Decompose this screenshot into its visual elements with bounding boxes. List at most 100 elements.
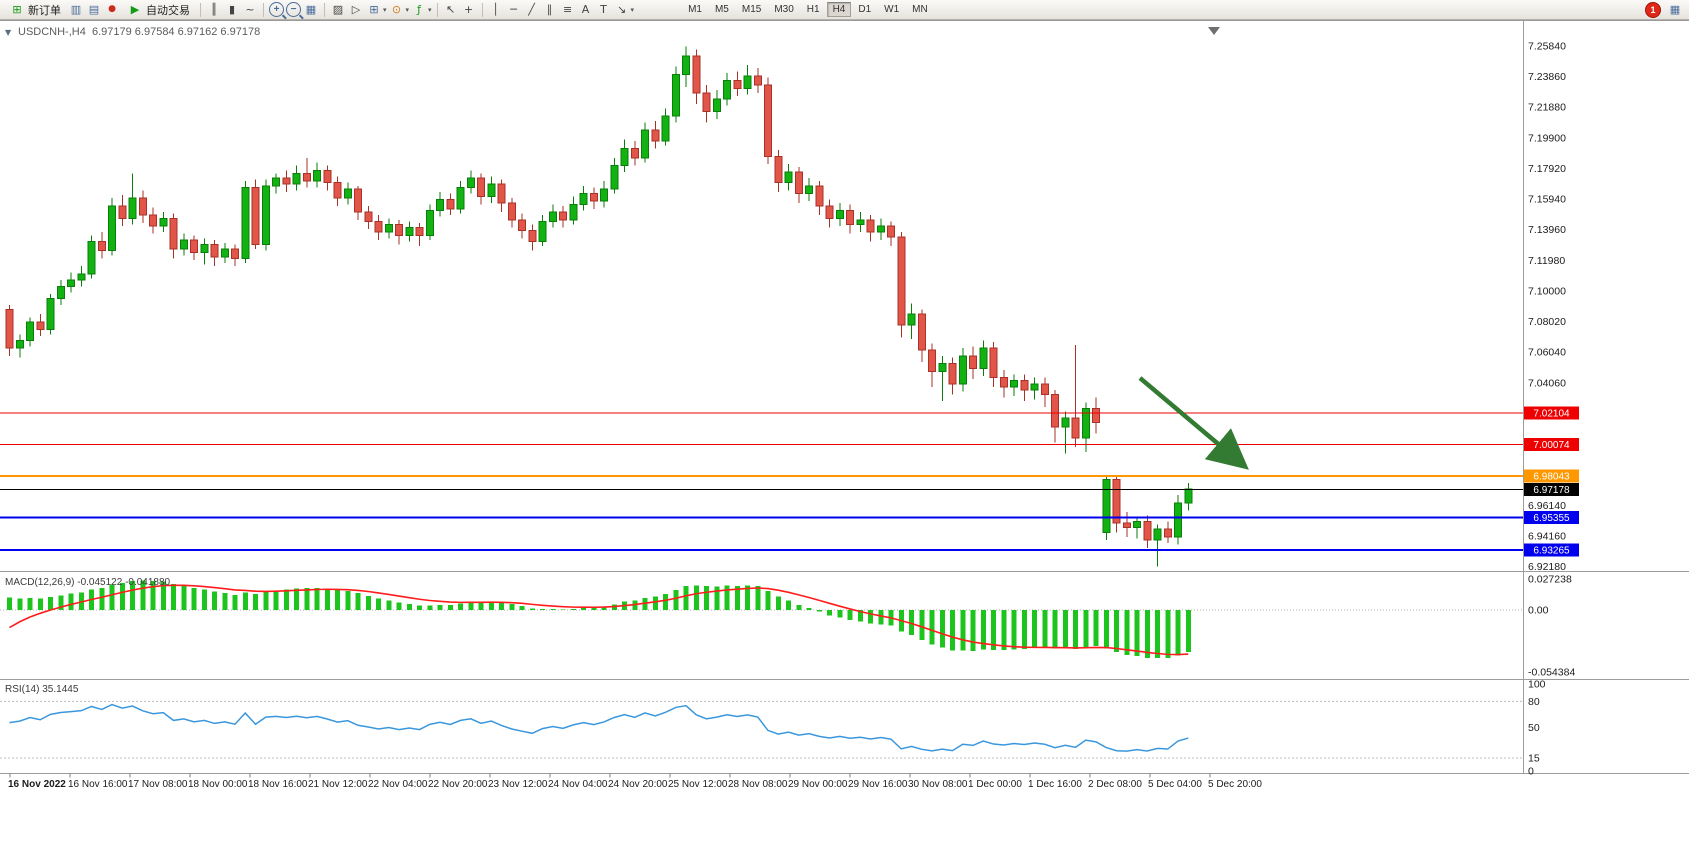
- candle: [538, 215, 547, 247]
- zoom-in-icon[interactable]: +: [269, 2, 284, 17]
- fibonacci-icon[interactable]: ≡: [562, 3, 573, 16]
- price-scale-label: 7.25840: [1528, 40, 1566, 52]
- candle-body: [969, 355, 977, 369]
- vertical-line-icon[interactable]: │: [492, 3, 499, 16]
- price-tag-box: [1524, 543, 1579, 557]
- chart-shift-icon[interactable]: ▷: [351, 3, 361, 16]
- candle: [600, 181, 608, 208]
- candle: [1051, 389, 1059, 443]
- candle-body: [77, 273, 86, 281]
- timeframe-button-MN[interactable]: MN: [912, 4, 928, 15]
- time-axis-label: 22 Nov 04:00: [368, 779, 428, 790]
- candle: [999, 369, 1008, 398]
- candle-body: [1020, 380, 1029, 391]
- notification-badge[interactable]: 1: [1645, 1, 1661, 18]
- timeframe-button-W1[interactable]: W1: [884, 4, 900, 15]
- candle: [774, 150, 783, 192]
- candle: [1112, 476, 1121, 533]
- candle: [343, 182, 352, 205]
- timeframe-button-H1[interactable]: H1: [806, 4, 820, 15]
- candle: [272, 173, 280, 194]
- autotrading-button[interactable]: ▶ 自动交易: [122, 1, 195, 18]
- candle: [261, 179, 270, 251]
- candle-body: [702, 92, 711, 113]
- candle: [1030, 377, 1039, 400]
- timeframe-button-M30[interactable]: M30: [774, 4, 794, 15]
- candle: [928, 343, 936, 387]
- candle-body: [446, 199, 455, 210]
- clock-icon[interactable]: ⊙: [391, 3, 402, 16]
- chart-shift-marker[interactable]: [1208, 27, 1220, 35]
- arrows-tool-icon[interactable]: ↘: [616, 3, 627, 16]
- candle: [764, 77, 772, 165]
- trend-arrow-annotation[interactable]: [1138, 376, 1249, 470]
- tile-windows-icon[interactable]: ▦: [305, 3, 317, 16]
- candle: [794, 167, 803, 203]
- price-scale-label: 7.08020: [1528, 316, 1566, 328]
- crosshair-icon[interactable]: +: [463, 3, 474, 16]
- indicators-icon[interactable]: ƒ: [417, 3, 421, 16]
- candle: [958, 348, 967, 392]
- timeframe-button-M15[interactable]: M15: [741, 4, 762, 15]
- new-order-button[interactable]: ⊞ 新订单: [4, 1, 66, 18]
- candle-body: [989, 347, 998, 379]
- main-toolbar: ⊞ 新订单 ▥ ▤ ● ▶ 自动交易 ║ ▮ ~ + − ▦ ▨ ▷ ⊞ ▾ ⊙ ▾…: [0, 0, 1689, 20]
- candle: [1153, 524, 1162, 567]
- trendline-icon[interactable]: ╱: [528, 3, 535, 16]
- bar-chart-style-icon[interactable]: ║: [210, 3, 218, 16]
- new-window-icon[interactable]: ⊞: [369, 3, 379, 16]
- candle: [661, 108, 670, 146]
- text-icon[interactable]: A: [581, 3, 590, 16]
- candle-body: [835, 210, 844, 219]
- alert-icon[interactable]: ●: [108, 4, 116, 14]
- time-axis-label: 24 Nov 20:00: [608, 779, 668, 790]
- candle-body: [548, 211, 557, 222]
- timeframe-button-M5[interactable]: M5: [714, 4, 729, 15]
- candle: [384, 218, 393, 239]
- grid-icon[interactable]: ▦: [1669, 3, 1681, 16]
- zoom-out-icon[interactable]: −: [286, 2, 301, 17]
- candle-body: [528, 230, 537, 242]
- candle-body: [600, 188, 608, 202]
- candle-body: [241, 186, 250, 259]
- cursor-icon[interactable]: ↖: [445, 3, 456, 16]
- candle-body: [518, 219, 526, 232]
- candle: [1092, 397, 1100, 434]
- candle-body: [876, 225, 885, 233]
- candle-body: [67, 279, 75, 287]
- auto-arrange-icon[interactable]: ▨: [332, 3, 344, 16]
- autotrading-play-icon: ▶: [130, 3, 140, 16]
- candle: [753, 68, 762, 93]
- candle: [56, 280, 65, 305]
- candle-body: [682, 55, 690, 75]
- candle: [292, 165, 301, 191]
- equidistant-channel-icon[interactable]: ∥: [546, 3, 553, 16]
- timeframe-button-D1[interactable]: D1: [858, 4, 872, 15]
- line-chart-style-icon[interactable]: ~: [245, 3, 255, 16]
- candle: [723, 72, 731, 106]
- candle: [220, 243, 229, 264]
- horizontal-line-icon[interactable]: ─: [510, 3, 517, 16]
- timeframe-button-H4[interactable]: H4: [826, 2, 852, 17]
- chart-canvas[interactable]: 7.25840 7.23860 7.21880 7.19900 7.17920 7.159…: [0, 21, 1689, 857]
- candle-body: [282, 177, 291, 185]
- price-tag-text: 7.00074: [1533, 440, 1570, 451]
- autotrading-label: 自动交易: [146, 4, 190, 17]
- candle-body: [272, 177, 280, 187]
- candle-body: [764, 84, 772, 157]
- candlestick-style-icon[interactable]: ▮: [228, 3, 236, 16]
- candle: [159, 212, 168, 233]
- profiles-icon[interactable]: ▤: [88, 3, 100, 16]
- candle-body: [651, 129, 660, 142]
- timeframe-button-M1[interactable]: M1: [688, 4, 702, 15]
- price-scale-label: 7.15940: [1528, 194, 1566, 206]
- candle: [26, 317, 34, 347]
- text-label-icon[interactable]: T: [600, 3, 607, 16]
- time-axis-label: 23 Nov 12:00: [488, 779, 548, 790]
- candle-body: [507, 202, 516, 221]
- time-axis-label: 29 Nov 00:00: [788, 779, 848, 790]
- one-click-trading-toggle[interactable]: ▼: [5, 28, 12, 37]
- candle: [333, 176, 342, 206]
- candle-body: [302, 172, 311, 182]
- chart-window-icon[interactable]: ▥: [70, 3, 82, 16]
